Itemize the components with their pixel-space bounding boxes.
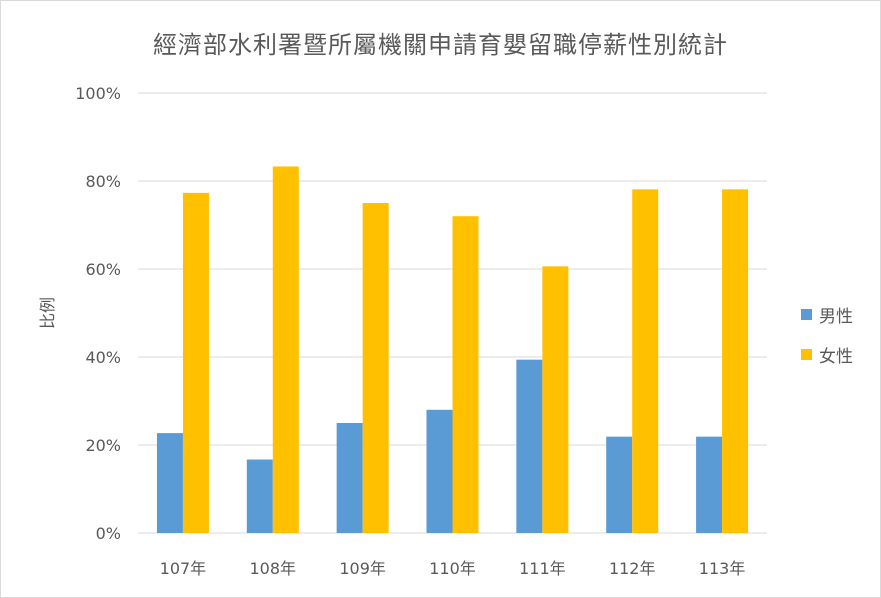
bar-female — [272, 166, 299, 534]
bar-male — [246, 459, 273, 533]
y-tick-label: 40% — [85, 348, 121, 367]
legend-swatch-female — [801, 348, 812, 360]
bar-female — [542, 266, 569, 533]
x-tick-label: 108年 — [250, 559, 297, 578]
legend-swatch-male — [801, 308, 812, 320]
x-tick-label: 111年 — [519, 559, 566, 578]
bar-female — [362, 203, 389, 533]
bar-male — [156, 433, 183, 533]
legend-label-male: 男性 — [819, 306, 853, 327]
bar-male — [426, 409, 453, 533]
x-tick-label: 112年 — [609, 559, 656, 578]
bar-female — [632, 189, 659, 534]
legend-item-male: 男性 — [801, 302, 853, 327]
y-tick-label: 20% — [85, 436, 121, 455]
y-tick-label: 0% — [96, 524, 121, 543]
legend: 男性 女性 — [801, 302, 853, 382]
chart-title: 經濟部水利署暨所屬機關申請育嬰留職停薪性別統計 — [153, 31, 728, 59]
bar-female — [452, 216, 479, 533]
bar-male — [696, 436, 723, 533]
x-tick-label: 110年 — [429, 559, 476, 578]
y-tick-label: 100% — [75, 84, 121, 103]
bar-male — [336, 423, 363, 533]
x-tick-label: 107年 — [160, 559, 207, 578]
x-tick-label: 109年 — [339, 559, 386, 578]
legend-item-female: 女性 — [801, 342, 853, 367]
bar-male — [606, 436, 633, 533]
x-tick-label: 113年 — [699, 559, 746, 578]
bar-male — [516, 359, 543, 533]
y-axis-title: 比例 — [38, 297, 57, 329]
legend-label-female: 女性 — [819, 346, 853, 367]
y-tick-label: 60% — [85, 260, 121, 279]
bar-female — [722, 189, 749, 534]
y-tick-label: 80% — [85, 172, 121, 191]
bar-female — [182, 192, 209, 533]
